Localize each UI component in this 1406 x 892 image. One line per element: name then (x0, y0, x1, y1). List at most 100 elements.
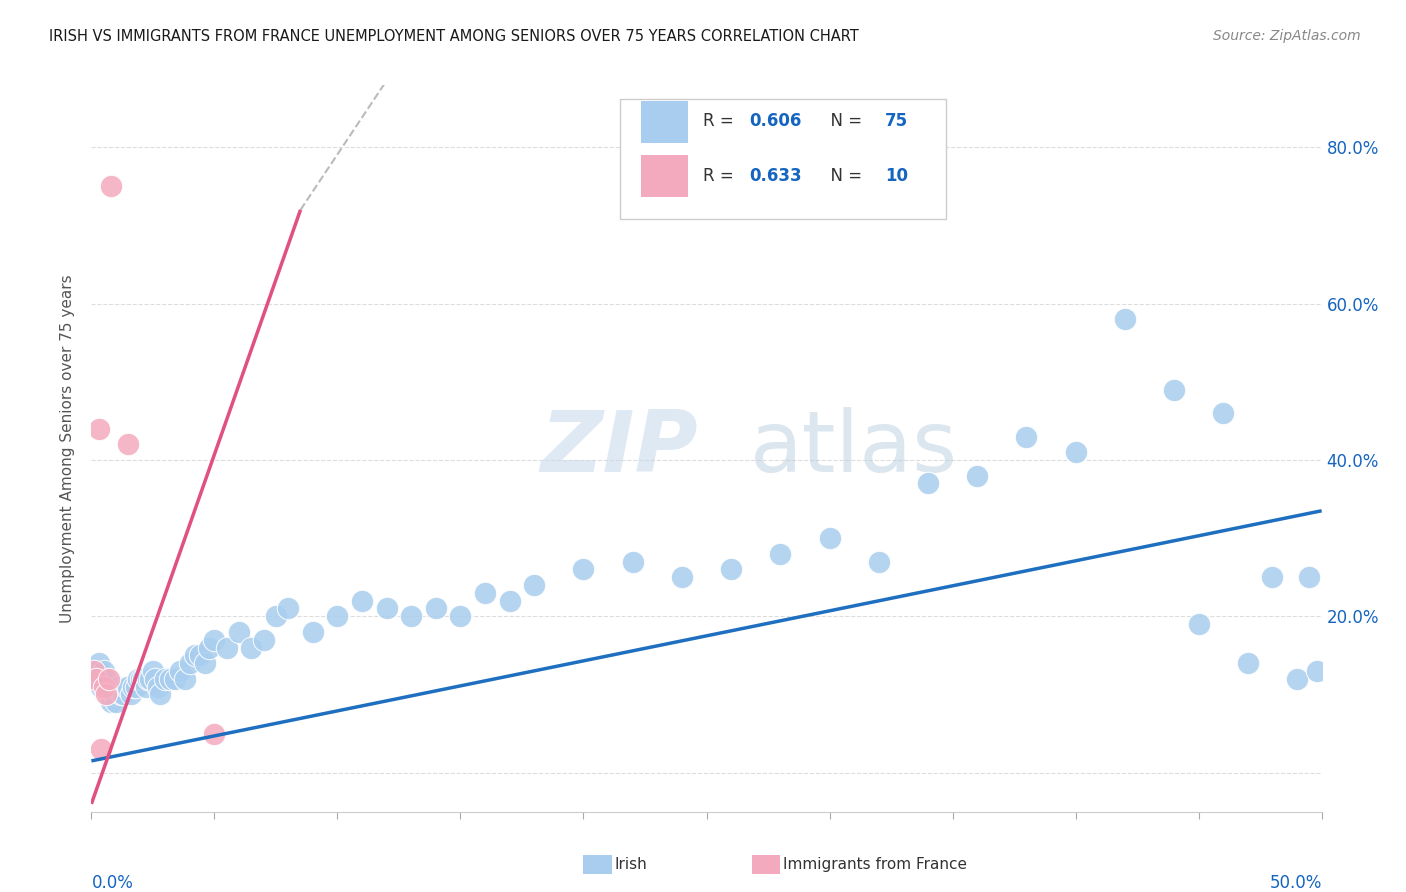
Point (129, 672, 152, 686)
Point (83, 664, 105, 678)
Point (253, 632, 276, 647)
Point (163, 672, 186, 686)
Point (1212, 406, 1234, 420)
Point (215, 640, 238, 655)
Point (498, 593, 520, 607)
Point (179, 656, 201, 670)
Text: R =: R = (703, 112, 738, 130)
Point (720, 562, 742, 576)
Point (96, 688, 117, 702)
Point (146, 680, 169, 694)
Point (769, 547, 792, 561)
Point (107, 680, 129, 694)
Point (1015, 429, 1038, 443)
Point (1305, 664, 1327, 678)
Text: 10: 10 (884, 167, 908, 185)
Point (1298, 570, 1320, 584)
Point (1237, 656, 1260, 670)
Point (1064, 445, 1087, 459)
Point (264, 609, 287, 624)
Point (868, 555, 890, 569)
Point (93, 664, 115, 678)
Point (87, 422, 110, 436)
Point (132, 672, 155, 686)
FancyBboxPatch shape (620, 99, 946, 219)
Point (117, 680, 139, 694)
Point (1187, 617, 1209, 632)
Point (96, 672, 117, 686)
Point (159, 672, 181, 686)
Point (145, 672, 166, 686)
Text: 75: 75 (884, 112, 908, 130)
Text: atlas: atlas (749, 407, 957, 490)
Point (474, 586, 496, 600)
Point (1285, 672, 1308, 686)
Point (100, 179, 122, 194)
Point (103, 688, 125, 702)
Point (135, 680, 156, 694)
Point (202, 632, 225, 647)
Point (188, 648, 211, 663)
Point (425, 601, 447, 615)
Point (818, 531, 841, 545)
Point (97, 688, 120, 702)
Point (105, 695, 127, 709)
Point (202, 726, 225, 740)
Point (228, 624, 250, 639)
Point (966, 468, 988, 483)
Point (917, 476, 939, 491)
Point (153, 672, 177, 686)
Text: N =: N = (820, 167, 868, 185)
Point (112, 688, 135, 702)
Point (1163, 383, 1185, 397)
Text: 0.0%: 0.0% (91, 874, 134, 892)
Point (97, 672, 120, 686)
Text: ZIP: ZIP (540, 407, 697, 490)
Point (352, 593, 374, 607)
Point (169, 664, 191, 678)
Point (193, 656, 217, 670)
Point (100, 695, 122, 709)
Point (124, 680, 146, 694)
Point (621, 555, 644, 569)
Point (136, 672, 159, 686)
Text: IRISH VS IMMIGRANTS FROM FRANCE UNEMPLOYMENT AMONG SENIORS OVER 75 YEARS CORRELA: IRISH VS IMMIGRANTS FROM FRANCE UNEMPLOY… (49, 29, 859, 44)
Point (90, 680, 112, 694)
Point (139, 672, 162, 686)
Y-axis label: Unemployment Among Seniors over 75 years: Unemployment Among Seniors over 75 years (60, 274, 76, 623)
Text: Source: ZipAtlas.com: Source: ZipAtlas.com (1213, 29, 1361, 43)
Point (174, 672, 197, 686)
Point (86, 672, 108, 686)
FancyBboxPatch shape (641, 155, 688, 197)
Point (127, 672, 149, 686)
Point (149, 688, 172, 702)
Point (449, 609, 471, 624)
Point (83, 664, 105, 678)
Point (1261, 570, 1284, 584)
FancyBboxPatch shape (641, 101, 688, 143)
Point (198, 640, 221, 655)
Point (114, 680, 138, 694)
Point (142, 664, 165, 678)
Point (183, 648, 207, 663)
Point (277, 601, 299, 615)
Point (301, 624, 323, 639)
Point (1114, 312, 1136, 326)
Text: Immigrants from France: Immigrants from France (783, 857, 967, 871)
Text: N =: N = (820, 112, 868, 130)
Point (110, 688, 132, 702)
Point (93, 680, 115, 694)
Point (399, 609, 422, 624)
Text: 0.633: 0.633 (749, 167, 803, 185)
Point (523, 578, 546, 592)
Point (90, 742, 112, 756)
Point (375, 601, 398, 615)
Text: Irish: Irish (614, 857, 647, 871)
Text: 0.606: 0.606 (749, 112, 801, 130)
Point (671, 570, 693, 584)
Point (86, 672, 108, 686)
Point (122, 680, 145, 694)
Point (572, 562, 595, 576)
Text: R =: R = (703, 167, 738, 185)
Text: 50.0%: 50.0% (1270, 874, 1322, 892)
